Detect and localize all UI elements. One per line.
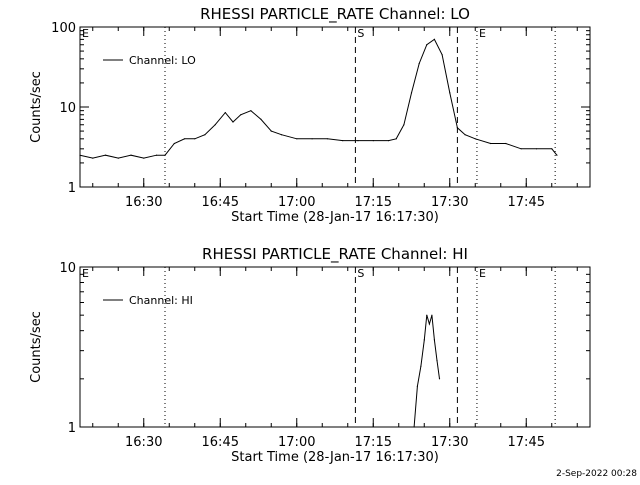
- data-point: [143, 157, 145, 159]
- data-point: [104, 154, 107, 156]
- x-tick-label: 17:45: [508, 435, 545, 450]
- data-point: [433, 339, 435, 341]
- data-point: [428, 323, 430, 325]
- data-point: [535, 148, 538, 150]
- data-point: [296, 138, 298, 140]
- data-point: [92, 157, 94, 159]
- y-tick-label: 1: [68, 181, 76, 196]
- x-tick-label: 17:15: [355, 435, 392, 450]
- event-marker-label: S: [357, 27, 364, 40]
- panel-hi: RHESSI PARTICLE_RATE Channel: HI Start Ti…: [29, 245, 591, 465]
- data-point: [441, 54, 443, 56]
- data-point: [204, 134, 206, 136]
- event-marker-label: E: [479, 27, 486, 40]
- data-point: [240, 114, 242, 116]
- x-axis-label: Start Time (28-Jan-17 16:17:30): [231, 450, 439, 465]
- y-tick-label: 1: [68, 421, 76, 436]
- data-point: [342, 140, 344, 142]
- data-point: [260, 118, 262, 120]
- data-point: [357, 140, 359, 142]
- y-tick-label: 10: [59, 261, 76, 276]
- data-point: [418, 62, 420, 65]
- x-tick-label: 17:45: [508, 195, 545, 210]
- data-point: [250, 110, 252, 112]
- y-axis-label: Counts/sec: [29, 71, 44, 143]
- data-point: [505, 142, 507, 145]
- data-point: [423, 339, 425, 341]
- data-point: [280, 134, 283, 136]
- series-line: [79, 38, 558, 159]
- chart-title: RHESSI PARTICLE_RATE Channel: LO: [200, 5, 470, 24]
- event-marker-label: S: [357, 267, 364, 280]
- data-point: [426, 314, 428, 316]
- data-point: [420, 365, 422, 367]
- y-tick-label: 10: [59, 101, 76, 116]
- data-point: [117, 157, 119, 159]
- plot-frame: [79, 26, 591, 188]
- data-point: [474, 138, 476, 140]
- panel-lo: RHESSI PARTICLE_RATE Channel: LO Start Ti…: [29, 5, 591, 225]
- data-point: [173, 142, 175, 145]
- event-marker-label: E: [82, 267, 89, 280]
- data-point: [410, 92, 413, 94]
- data-point: [311, 138, 313, 140]
- data-point: [79, 154, 81, 156]
- data-point: [438, 378, 441, 380]
- legend-label: Channel: LO: [129, 54, 196, 67]
- footer-timestamp: 2-Sep-2022 00:28: [556, 469, 637, 479]
- data-point: [326, 138, 328, 140]
- data-point: [403, 124, 405, 126]
- data-point: [556, 154, 558, 156]
- x-tick-label: 17:30: [431, 435, 468, 450]
- event-marker-label: E: [82, 27, 89, 40]
- chart-title: RHESSI PARTICLE_RATE Channel: HI: [202, 245, 468, 264]
- x-tick-label: 17:00: [278, 195, 315, 210]
- x-tick-label: 16:45: [202, 195, 239, 210]
- data-point: [456, 127, 458, 129]
- data-point: [413, 426, 415, 428]
- data-point: [232, 121, 234, 123]
- data-point: [431, 314, 433, 316]
- data-point: [194, 138, 196, 140]
- data-point: [130, 154, 132, 156]
- data-point: [164, 154, 166, 156]
- x-tick-label: 17:15: [355, 195, 392, 210]
- data-point: [490, 142, 492, 145]
- data-point: [426, 44, 428, 46]
- data-point: [395, 138, 397, 140]
- data-point: [520, 148, 522, 150]
- data-point: [270, 130, 272, 132]
- y-tick-label: 100: [51, 21, 76, 36]
- x-tick-label: 16:30: [125, 195, 162, 210]
- x-tick-label: 16:30: [125, 435, 162, 450]
- data-point: [388, 140, 390, 142]
- x-tick-label: 17:00: [278, 435, 315, 450]
- x-tick-label: 16:45: [202, 435, 239, 450]
- y-axis-label: Counts/sec: [29, 311, 44, 383]
- x-tick-label: 17:30: [431, 195, 468, 210]
- data-point: [433, 38, 435, 41]
- data-point: [184, 138, 186, 140]
- data-point: [416, 385, 418, 387]
- data-point: [436, 360, 438, 362]
- data-point: [214, 124, 216, 126]
- data-point: [224, 112, 226, 114]
- data-point: [155, 154, 158, 156]
- event-marker-label: E: [479, 267, 486, 280]
- plot-frame: [79, 266, 591, 428]
- series-line: [413, 315, 440, 428]
- data-point: [551, 148, 553, 150]
- legend-label: Channel: HI: [129, 294, 193, 307]
- x-axis-label: Start Time (28-Jan-17 16:17:30): [231, 210, 439, 225]
- data-point: [449, 92, 451, 94]
- data-point: [464, 134, 466, 136]
- data-point: [372, 140, 374, 142]
